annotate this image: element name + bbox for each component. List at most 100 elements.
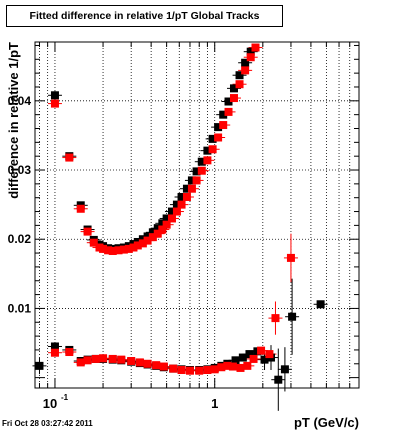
data-point-red: [76, 204, 85, 213]
data-point-black: [229, 84, 238, 93]
data-point-red: [265, 350, 274, 359]
data-point-red: [197, 166, 206, 175]
y-tick-label: 0.01: [8, 301, 32, 315]
data-point-black: [280, 365, 289, 374]
data-point-red: [271, 314, 280, 323]
data-point-black: [219, 110, 228, 119]
data-point-black: [197, 157, 206, 166]
data-point-red: [177, 200, 186, 209]
data-point-black: [235, 71, 244, 80]
data-point-red: [83, 356, 92, 365]
data-point-red: [195, 366, 204, 375]
data-point-red: [138, 239, 147, 248]
data-point-red: [235, 80, 244, 89]
data-point-red: [65, 153, 74, 162]
timestamp: Fri Oct 28 03:27:42 2011: [2, 419, 93, 428]
data-point-red: [50, 348, 59, 357]
data-point-red: [192, 176, 201, 185]
data-point-red: [224, 107, 233, 116]
data-point-red: [172, 207, 181, 216]
data-point-red: [108, 246, 117, 255]
data-point-red: [50, 99, 59, 108]
data-point-black: [50, 91, 59, 100]
data-point-red: [127, 357, 136, 366]
y-tick-label: 0.04: [8, 94, 32, 108]
data-point-red: [219, 121, 228, 130]
data-point-black: [182, 184, 191, 193]
y-tick-label: 0.02: [8, 232, 32, 246]
axis-labels: 0.01 0.02 0.03 0.04 10 -1 1 pT (GeV/c) differenc…: [6, 42, 359, 430]
data-point-red: [236, 363, 245, 372]
data-point-black: [274, 375, 283, 384]
data-point-black: [167, 207, 176, 216]
data-point-red: [286, 253, 295, 262]
data-point-black: [192, 167, 201, 176]
data-point-red: [133, 241, 142, 250]
data-point-red: [185, 366, 194, 375]
data-point-red: [203, 366, 212, 375]
data-point-red: [152, 361, 161, 370]
data-point-red: [119, 245, 128, 254]
data-point-red: [135, 358, 144, 367]
data-point-red: [182, 193, 191, 202]
data-markers: [35, 43, 325, 384]
data-point-red: [143, 359, 152, 368]
data-point-red: [241, 66, 250, 75]
data-point-black: [238, 353, 247, 362]
chart-title: Fitted difference in relative 1/pT Globa…: [6, 5, 283, 27]
plot-frame: [34, 41, 360, 389]
data-point-black: [316, 300, 325, 309]
data-point-red: [249, 354, 258, 363]
data-point-red: [83, 227, 92, 236]
data-point-red: [89, 238, 98, 247]
x-tick-label: 1: [211, 396, 218, 411]
data-point-black: [241, 58, 250, 67]
data-point-red: [159, 362, 168, 371]
data-point-black: [148, 228, 157, 237]
data-point-red: [177, 366, 186, 375]
data-point-black: [246, 47, 255, 56]
data-point-red: [99, 354, 108, 363]
data-point-red: [148, 233, 157, 242]
data-point-red: [117, 355, 126, 364]
data-point-black: [208, 134, 217, 143]
data-point-black: [143, 232, 152, 241]
data-point-red: [169, 364, 178, 373]
data-point-red: [167, 214, 176, 223]
axes: [35, 42, 360, 388]
x-tick-label: 10: [43, 396, 57, 411]
y-tick-label: 0.03: [8, 163, 32, 177]
data-point-red: [203, 156, 212, 165]
data-point-red: [229, 94, 238, 103]
data-point-red: [162, 220, 171, 229]
data-point-black: [172, 200, 181, 209]
data-point-black: [245, 350, 254, 359]
grid-lines: [35, 42, 360, 388]
data-point-red: [187, 184, 196, 193]
data-point-red: [143, 236, 152, 245]
data-point-black: [177, 193, 186, 202]
data-point-red: [124, 244, 133, 253]
data-point-red: [257, 346, 266, 355]
data-point-red: [108, 354, 117, 363]
data-point-red: [246, 53, 255, 62]
data-point-black: [288, 312, 297, 321]
y-axis-label: difference in relative 1/pT: [6, 42, 21, 199]
data-point-black: [138, 235, 147, 244]
data-point-red: [223, 361, 232, 370]
data-point-red: [65, 348, 74, 357]
data-point-red: [99, 244, 108, 253]
data-point-black: [203, 146, 212, 155]
data-point-red: [228, 362, 237, 371]
data-point-red: [129, 243, 138, 252]
data-point-red: [153, 229, 162, 238]
data-point-red: [243, 361, 252, 370]
data-point-black: [231, 356, 240, 365]
data-point-red: [214, 133, 223, 142]
data-point-red: [158, 225, 167, 234]
data-point-red: [114, 246, 123, 255]
data-point-black: [187, 176, 196, 185]
data-point-red: [91, 354, 100, 363]
data-point-black: [162, 214, 171, 223]
